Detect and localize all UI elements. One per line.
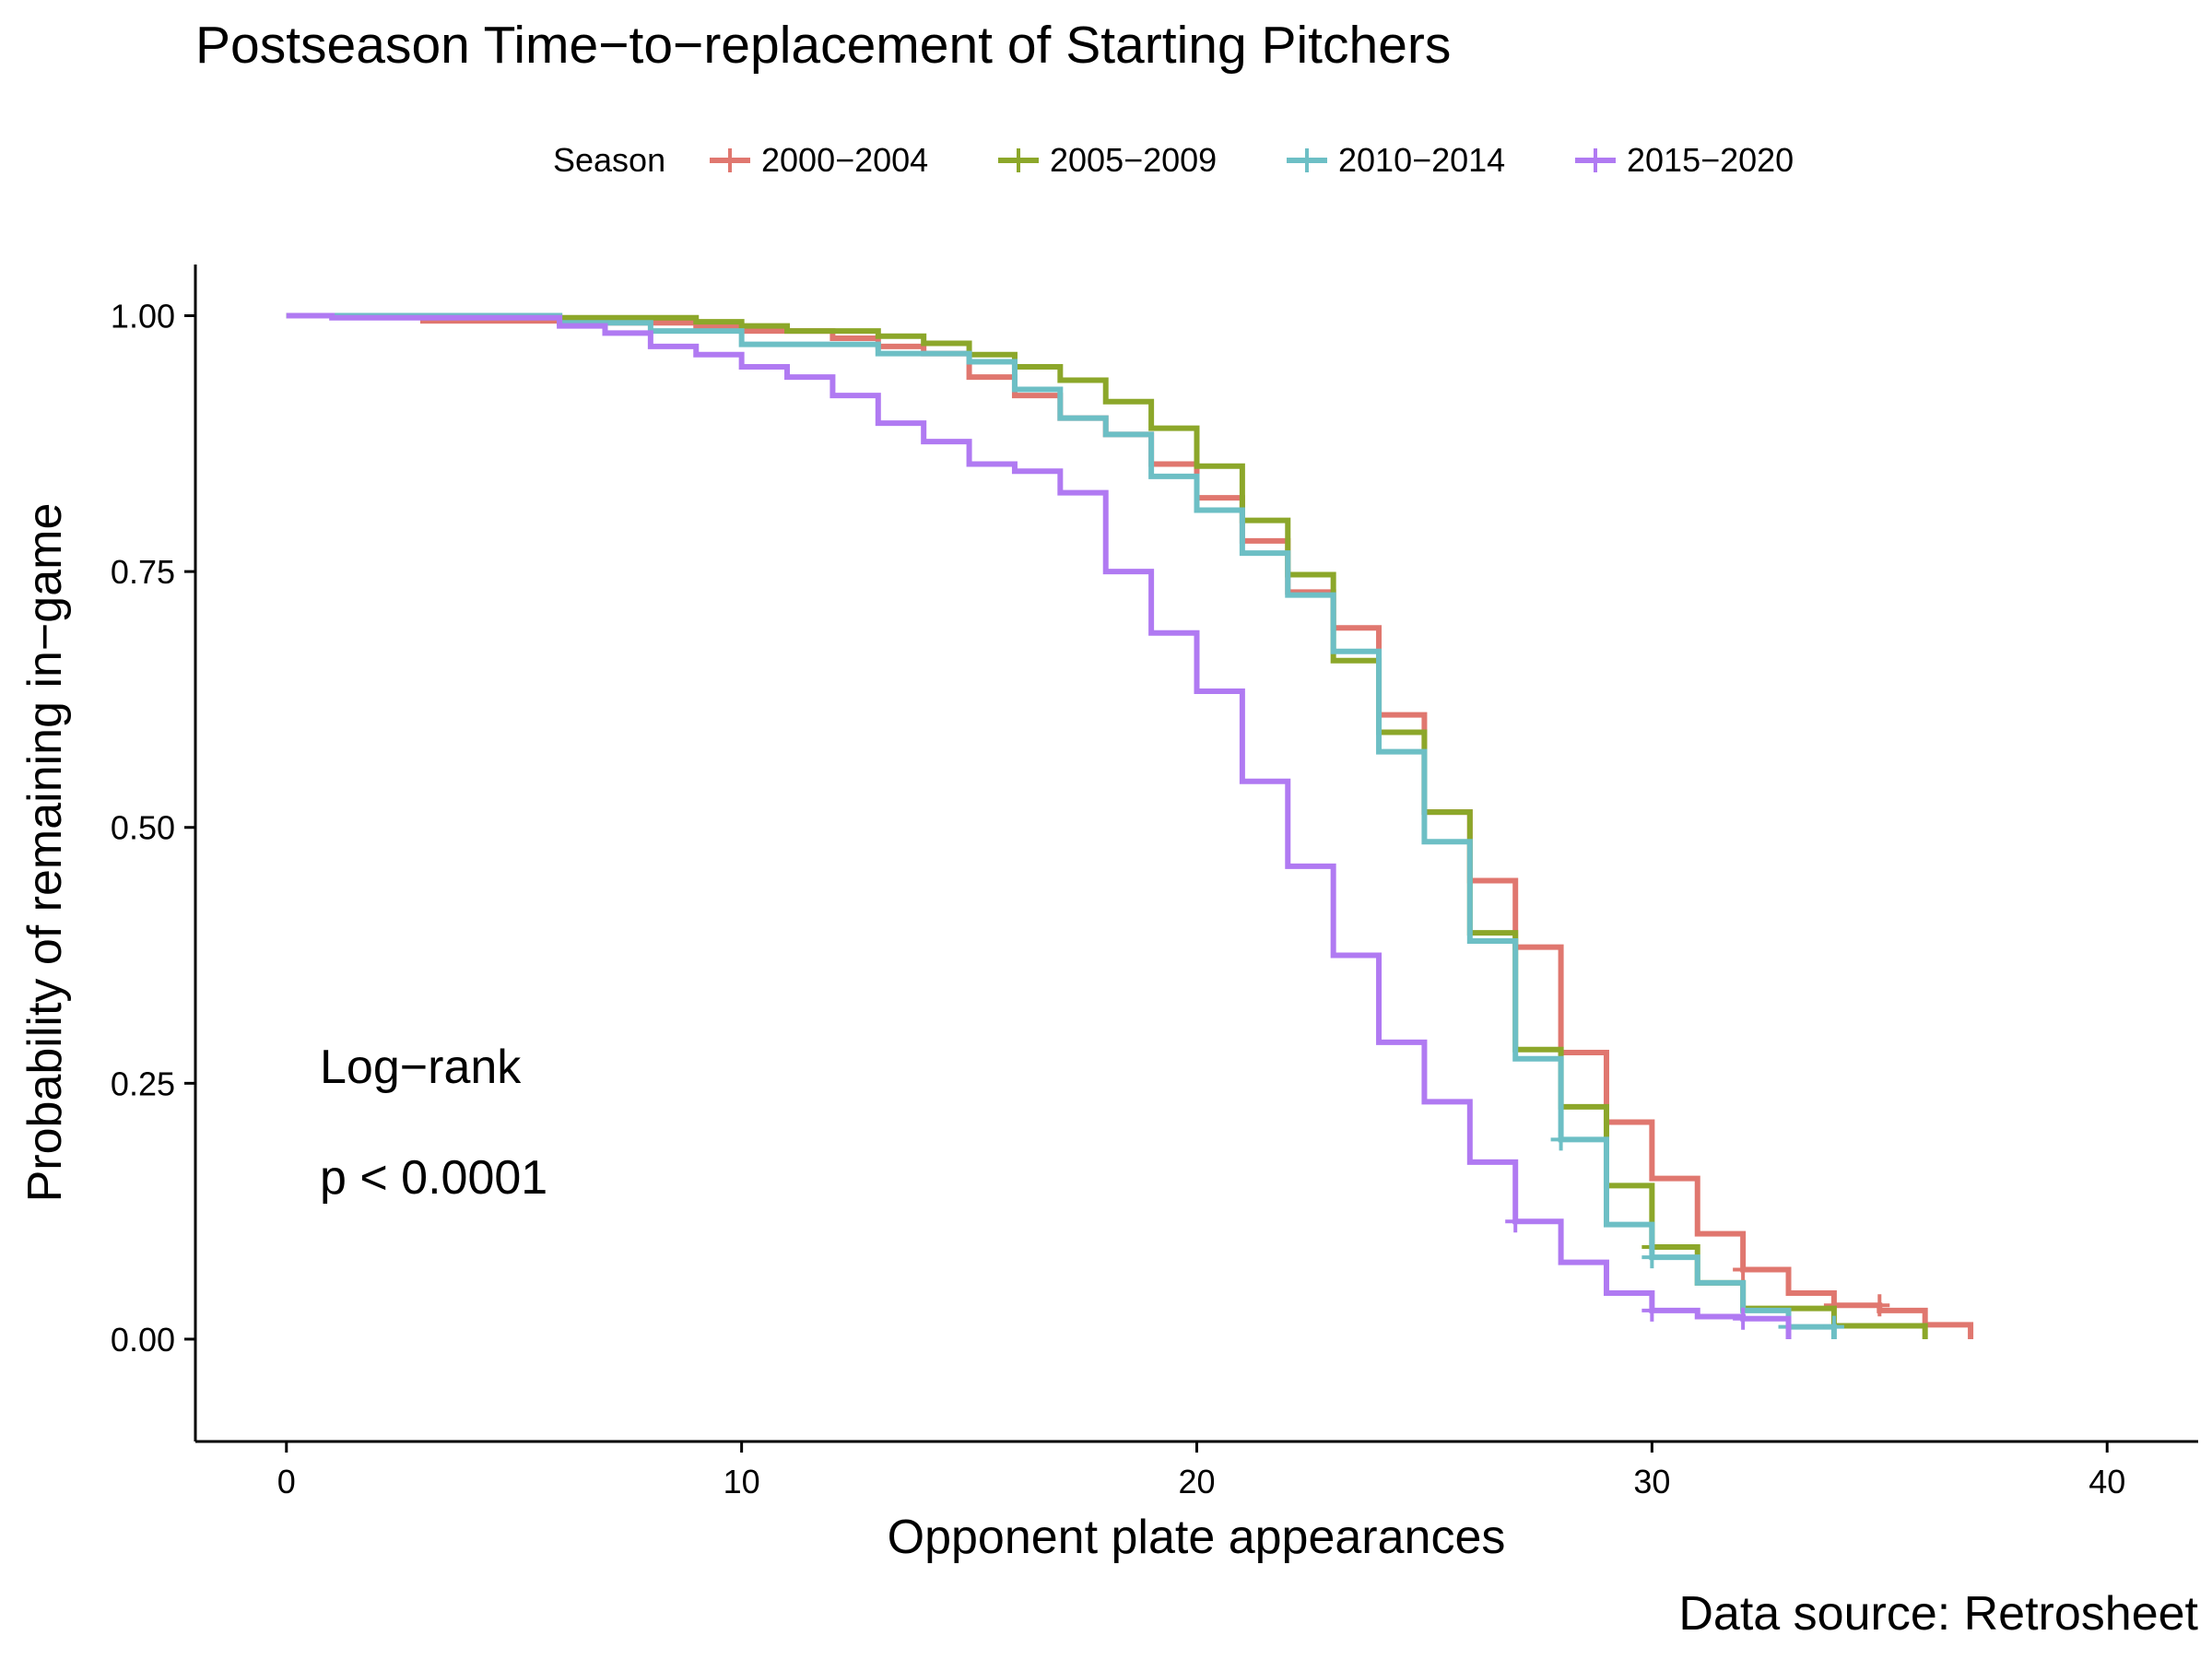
y-axis-title: Probability of remaining in−game: [18, 503, 72, 1203]
censor-mark: [1733, 1307, 1754, 1330]
x-tick-label: 20: [1178, 1463, 1215, 1500]
x-tick-label: 40: [2088, 1463, 2125, 1500]
censor-mark: [1869, 1294, 1890, 1317]
y-tick-label: 0.25: [111, 1065, 175, 1102]
series-line-4: [286, 312, 1792, 1339]
legend-title: Season: [553, 141, 665, 179]
axes: 0.00 0.25 0.50 0.75 1.00 0 10 20 30 40: [111, 265, 2198, 1500]
data-source-caption: Data source: Retrosheet: [1678, 1587, 2198, 1641]
x-tick-label: 10: [724, 1463, 760, 1500]
censor-mark: [1505, 1210, 1526, 1233]
y-tick-label: 1.00: [111, 298, 175, 335]
legend: Season 2000−2004 2005−2009 2010−2014 2015−2…: [553, 141, 1794, 179]
censor-mark: [1823, 1315, 1844, 1338]
legend-label-1: 2000−2004: [761, 141, 928, 179]
x-axis-title: Opponent plate appearances: [888, 1511, 1506, 1564]
x-ticks: 0 10 20 30 40: [277, 1441, 2125, 1500]
annotation-p-value: p < 0.0001: [320, 1151, 547, 1205]
legend-label-3: 2010−2014: [1338, 141, 1505, 179]
y-tick-label: 0.00: [111, 1321, 175, 1359]
legend-label-4: 2015−2020: [1627, 141, 1794, 179]
annotation-log-rank: Log−rank: [320, 1041, 522, 1094]
x-tick-label: 0: [277, 1463, 296, 1500]
chart-title: Postseason Time−to−replacement of Starti…: [195, 16, 1451, 75]
censor-mark: [1733, 1258, 1754, 1281]
y-tick-label: 0.50: [111, 809, 175, 847]
y-tick-label: 0.75: [111, 553, 175, 591]
legend-label-2: 2005−2009: [1050, 141, 1217, 179]
censor-mark: [1550, 1128, 1571, 1151]
x-tick-label: 30: [1633, 1463, 1670, 1500]
y-ticks: 0.00 0.25 0.50 0.75 1.00: [111, 298, 195, 1359]
censor-mark: [1641, 1299, 1663, 1322]
censor-mark: [1641, 1246, 1663, 1269]
plot-series: [286, 312, 1974, 1339]
